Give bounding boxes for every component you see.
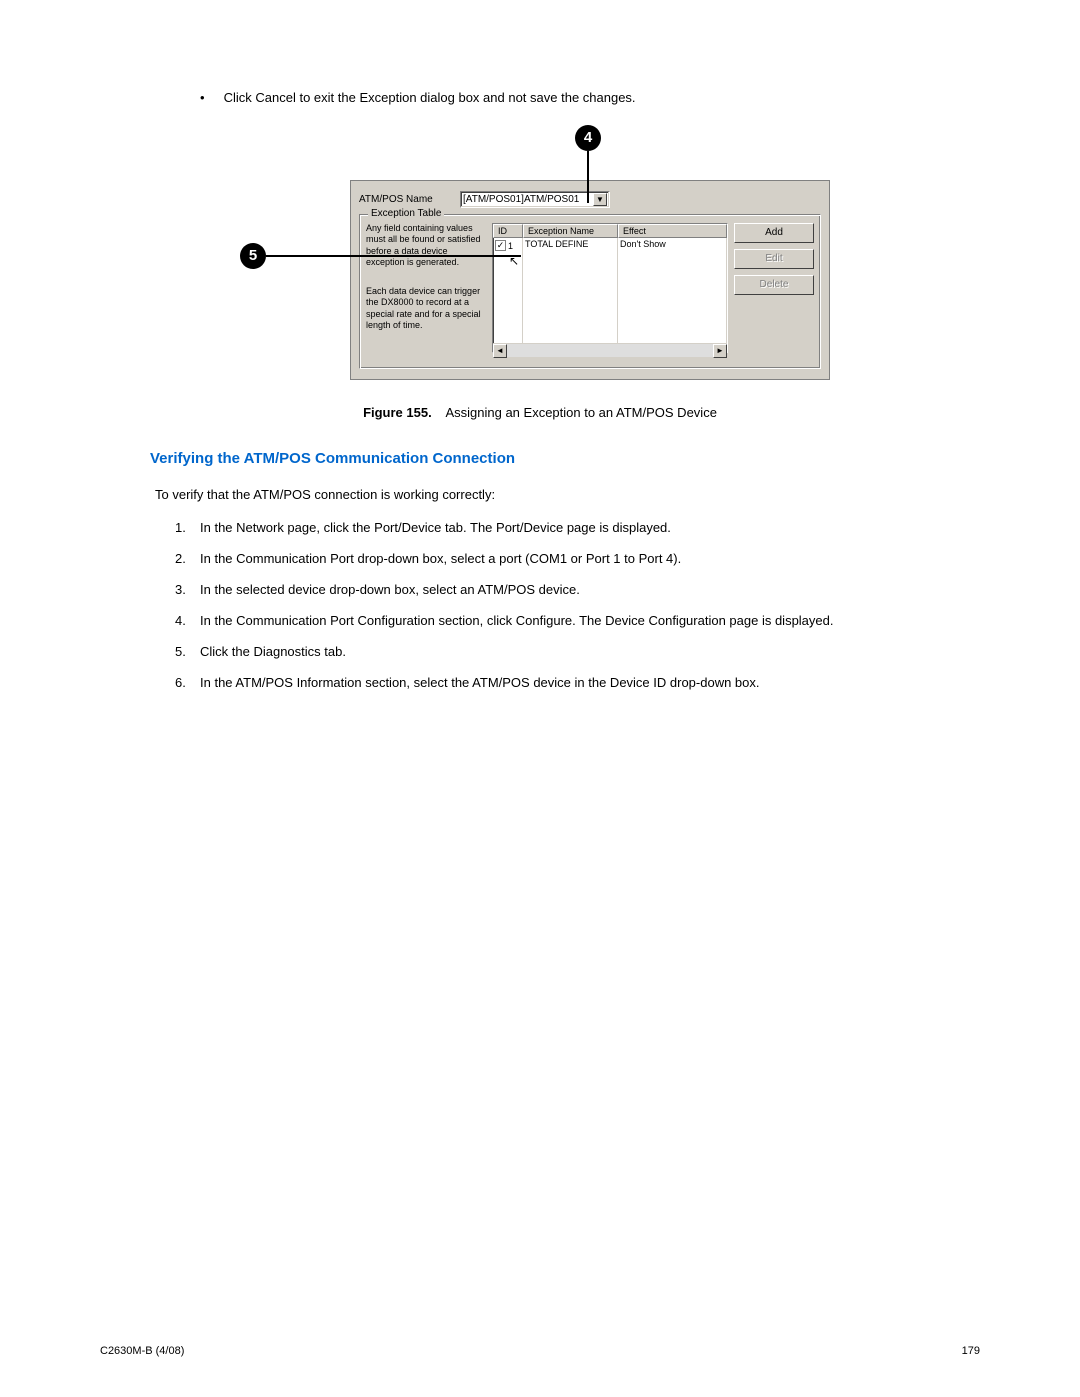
- col-id[interactable]: ID: [493, 224, 523, 238]
- list-item: 5.Click the Diagnostics tab.: [175, 644, 980, 659]
- table-row[interactable]: ✓ 1 TOTAL DEFINE Don't Show: [493, 238, 727, 253]
- step-text: In the ATM/POS Information section, sele…: [200, 675, 760, 690]
- callout-4: 4: [575, 125, 601, 151]
- bullet-item: • Click Cancel to exit the Exception dia…: [200, 90, 980, 105]
- add-button[interactable]: Add: [734, 223, 814, 243]
- atm-pos-name-value: [ATM/POS01]ATM/POS01: [463, 194, 593, 205]
- step-text: In the Communication Port Configuration …: [200, 613, 833, 628]
- list-item: 4.In the Communication Port Configuratio…: [175, 613, 980, 628]
- col-effect[interactable]: Effect: [618, 224, 727, 238]
- edit-button[interactable]: Edit: [734, 249, 814, 269]
- step-number: 6.: [175, 675, 200, 690]
- help-text-column: Any field containing values must all be …: [366, 223, 486, 362]
- table-row: [493, 313, 727, 328]
- figure-caption-text: Assigning an Exception to an ATM/POS Dev…: [445, 405, 716, 420]
- bullet-text: Click Cancel to exit the Exception dialo…: [224, 90, 636, 105]
- callout-5-line: [266, 255, 521, 257]
- delete-button[interactable]: Delete: [734, 275, 814, 295]
- step-number: 1.: [175, 520, 200, 535]
- help-text-2: Each data device can trigger the DX8000 …: [366, 286, 486, 331]
- page-footer: C2630M-B (4/08) 179: [100, 1345, 980, 1357]
- step-text: In the selected device drop-down box, se…: [200, 582, 580, 597]
- cell-effect: Don't Show: [618, 238, 727, 253]
- scroll-track[interactable]: [507, 344, 713, 357]
- chevron-down-icon[interactable]: ▼: [593, 193, 607, 206]
- figure-caption: Figure 155. Assigning an Exception to an…: [100, 405, 980, 420]
- step-text: In the Network page, click the Port/Devi…: [200, 520, 671, 535]
- atm-pos-name-label: ATM/POS Name: [359, 194, 454, 205]
- table-row: [493, 298, 727, 313]
- exception-table-fieldset: Exception Table Any field containing val…: [359, 214, 821, 369]
- step-number: 5.: [175, 644, 200, 659]
- fieldset-legend: Exception Table: [368, 208, 444, 219]
- step-number: 2.: [175, 551, 200, 566]
- table-header: ID Exception Name Effect: [493, 224, 727, 238]
- table-row: [493, 268, 727, 283]
- table-row: [493, 328, 727, 343]
- col-exception-name[interactable]: Exception Name: [523, 224, 618, 238]
- step-number: 3.: [175, 582, 200, 597]
- callout-5: 5: [240, 243, 266, 269]
- exception-panel: ATM/POS Name [ATM/POS01]ATM/POS01 ▼ Exce…: [350, 180, 830, 380]
- list-item: 1.In the Network page, click the Port/De…: [175, 520, 980, 535]
- table-body: ✓ 1 TOTAL DEFINE Don't Show: [493, 238, 727, 343]
- scroll-left-icon[interactable]: ◄: [493, 344, 507, 358]
- footer-doc-id: C2630M-B (4/08): [100, 1345, 184, 1357]
- button-column: Add Edit Delete: [734, 223, 814, 362]
- step-text: In the Communication Port drop-down box,…: [200, 551, 681, 566]
- step-list: 1.In the Network page, click the Port/De…: [175, 520, 980, 690]
- horizontal-scrollbar[interactable]: ◄ ►: [493, 343, 727, 357]
- list-item: 2.In the Communication Port drop-down bo…: [175, 551, 980, 566]
- help-text-1: Any field containing values must all be …: [366, 223, 486, 268]
- exception-table: ID Exception Name Effect ✓ 1 TOTAL DEFIN…: [492, 223, 728, 353]
- footer-page-number: 179: [962, 1345, 980, 1357]
- step-number: 4.: [175, 613, 200, 628]
- callout-4-line: [587, 151, 589, 203]
- cell-name: TOTAL DEFINE: [523, 238, 618, 253]
- step-text: Click the Diagnostics tab.: [200, 644, 346, 659]
- bullet-dot: •: [200, 90, 220, 105]
- figure-155: 4 5 ATM/POS Name [ATM/POS01]ATM/POS01 ▼ …: [240, 125, 840, 385]
- scroll-right-icon[interactable]: ►: [713, 344, 727, 358]
- intro-text: To verify that the ATM/POS connection is…: [155, 487, 980, 502]
- list-item: 3.In the selected device drop-down box, …: [175, 582, 980, 597]
- figure-label: Figure 155.: [363, 405, 432, 420]
- section-heading: Verifying the ATM/POS Communication Conn…: [150, 450, 980, 467]
- row-checkbox[interactable]: ✓: [495, 240, 506, 251]
- table-row: [493, 253, 727, 268]
- row-id-value: 1: [508, 241, 513, 251]
- list-item: 6.In the ATM/POS Information section, se…: [175, 675, 980, 690]
- cell-id: ✓ 1: [493, 238, 523, 253]
- table-row: [493, 283, 727, 298]
